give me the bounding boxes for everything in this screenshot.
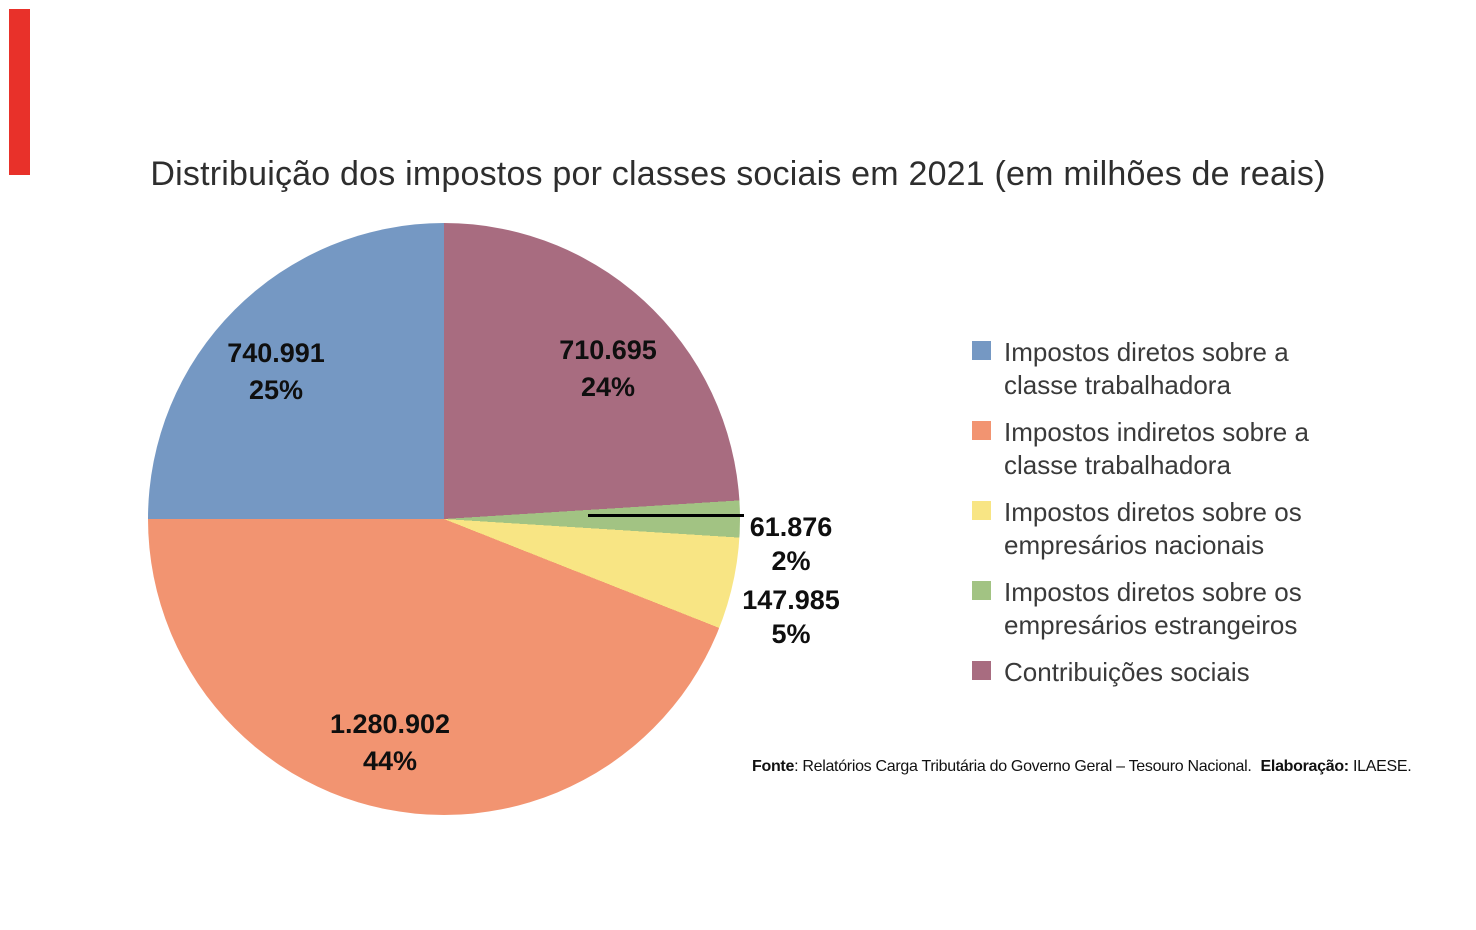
legend-swatch-mauve-icon xyxy=(972,661,991,680)
source-note: Fonte: Relatórios Carga Tributária do Go… xyxy=(752,757,1452,777)
red-marker-bar xyxy=(9,9,30,175)
slice-value: 1.280.902 xyxy=(329,709,451,739)
slice-pct: 25% xyxy=(248,375,304,405)
legend-label: Contribuições sociais xyxy=(1004,657,1250,687)
callout-line xyxy=(588,514,744,517)
legend-item-empresarios-estrangeiros: Impostos diretos sobre os empresários es… xyxy=(972,576,1432,642)
pie-chart: 740.991 25% 710.695 24% 1.280.902 44% xyxy=(148,223,740,815)
slice-label-impostos-indiretos-trabalhadora: 1.280.902 44% xyxy=(330,706,450,780)
slice-label-contribuicoes-sociais: 710.695 24% xyxy=(559,332,657,406)
fonte-text: : Relatórios Carga Tributária do Governo… xyxy=(794,758,1252,775)
legend-item-impostos-indiretos-trabalhadora: Impostos indiretos sobre a classe trabal… xyxy=(972,416,1432,482)
slice-value: 61.876 xyxy=(749,512,833,542)
legend-item-empresarios-nacionais: Impostos diretos sobre os empresários na… xyxy=(972,496,1432,562)
legend-label: Impostos indiretos sobre a classe trabal… xyxy=(1004,417,1309,480)
legend-swatch-salmon-icon xyxy=(972,421,991,440)
legend-label: Impostos diretos sobre a classe trabalha… xyxy=(1004,337,1289,400)
slice-pct: 2% xyxy=(771,546,811,576)
fonte-label: Fonte xyxy=(752,758,795,775)
slice-pct: 44% xyxy=(362,746,418,776)
legend-label: Impostos diretos sobre os empresários na… xyxy=(1004,497,1302,560)
chart-title: Distribuição dos impostos por classes so… xyxy=(150,155,1326,193)
legend-item-contribuicoes-sociais: Contribuições sociais xyxy=(972,656,1432,689)
legend-swatch-blue-icon xyxy=(972,341,991,360)
slice-label-impostos-diretos-trabalhadora: 740.991 25% xyxy=(227,335,325,409)
slice-value: 740.991 xyxy=(227,338,325,368)
elaboracao-text: ILAESE. xyxy=(1348,758,1412,775)
elaboracao-label: Elaboração: xyxy=(1260,758,1350,775)
legend-item-impostos-diretos-trabalhadora: Impostos diretos sobre a classe trabalha… xyxy=(972,336,1432,402)
slice-label-empresarios-nacionais: 147.985 5% xyxy=(742,583,840,651)
slice-label-empresarios-estrangeiros: 61.876 2% xyxy=(750,510,833,578)
pie xyxy=(148,223,740,815)
slice-pct: 5% xyxy=(771,619,811,649)
slice-value: 147.985 xyxy=(742,585,840,615)
legend-swatch-yellow-icon xyxy=(972,501,991,520)
legend-swatch-green-icon xyxy=(972,581,991,600)
legend-label: Impostos diretos sobre os empresários es… xyxy=(1004,577,1302,640)
slice-pct: 24% xyxy=(580,372,636,402)
legend: Impostos diretos sobre a classe trabalha… xyxy=(972,336,1432,689)
slice-value: 710.695 xyxy=(559,335,657,365)
